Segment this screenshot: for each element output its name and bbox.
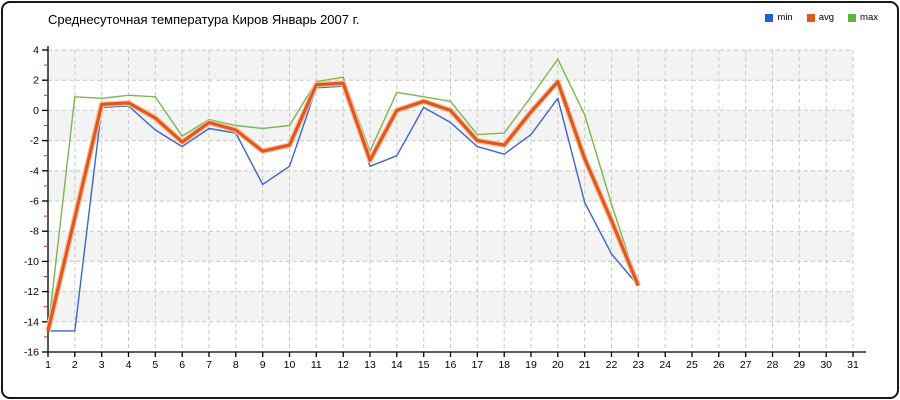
svg-text:-12: -12	[24, 286, 39, 298]
svg-text:30: 30	[820, 359, 832, 371]
svg-text:26: 26	[713, 359, 725, 371]
svg-text:24: 24	[659, 359, 671, 371]
svg-text:31: 31	[847, 359, 859, 371]
svg-text:27: 27	[740, 359, 752, 371]
svg-text:6: 6	[179, 359, 185, 371]
svg-text:-8: -8	[30, 226, 39, 238]
svg-text:-6: -6	[30, 196, 39, 208]
svg-text:20: 20	[552, 359, 564, 371]
svg-text:17: 17	[471, 359, 483, 371]
svg-text:2: 2	[33, 75, 39, 87]
svg-text:21: 21	[579, 359, 591, 371]
svg-text:-16: -16	[24, 347, 39, 359]
svg-text:25: 25	[686, 359, 698, 371]
legend-label-max: max	[860, 12, 878, 23]
svg-text:29: 29	[793, 359, 805, 371]
chart-legend: min avg max	[765, 12, 878, 23]
min-series-swatch-icon	[765, 13, 774, 22]
svg-text:4: 4	[126, 359, 132, 371]
svg-text:-4: -4	[30, 165, 39, 177]
svg-text:1: 1	[45, 359, 51, 371]
svg-text:23: 23	[632, 359, 644, 371]
svg-text:14: 14	[391, 359, 403, 371]
svg-text:2: 2	[72, 359, 78, 371]
svg-text:15: 15	[418, 359, 430, 371]
legend-label-avg: avg	[818, 12, 835, 23]
svg-text:18: 18	[498, 359, 510, 371]
svg-text:-14: -14	[24, 316, 39, 328]
legend-item-avg: avg	[806, 12, 835, 23]
svg-text:19: 19	[525, 359, 537, 371]
svg-text:4: 4	[33, 45, 39, 57]
svg-text:12: 12	[337, 359, 349, 371]
svg-text:9: 9	[260, 359, 266, 371]
avg-series-swatch-icon	[806, 13, 815, 22]
legend-item-max: max	[848, 12, 878, 23]
chart-title: Среднесуточная температура Киров Январь …	[48, 12, 360, 27]
svg-text:13: 13	[364, 359, 376, 371]
svg-text:5: 5	[152, 359, 158, 371]
svg-text:3: 3	[99, 359, 105, 371]
svg-text:0: 0	[33, 105, 39, 117]
svg-text:8: 8	[233, 359, 239, 371]
svg-text:28: 28	[767, 359, 779, 371]
svg-text:11: 11	[311, 359, 322, 371]
legend-label-min: min	[777, 12, 793, 23]
legend-item-min: min	[765, 12, 793, 23]
max-series-swatch-icon	[848, 13, 857, 22]
svg-text:-10: -10	[24, 256, 39, 268]
svg-text:10: 10	[284, 359, 296, 371]
svg-text:-2: -2	[30, 135, 39, 147]
svg-text:22: 22	[606, 359, 618, 371]
svg-text:16: 16	[445, 359, 457, 371]
svg-text:7: 7	[206, 359, 212, 371]
